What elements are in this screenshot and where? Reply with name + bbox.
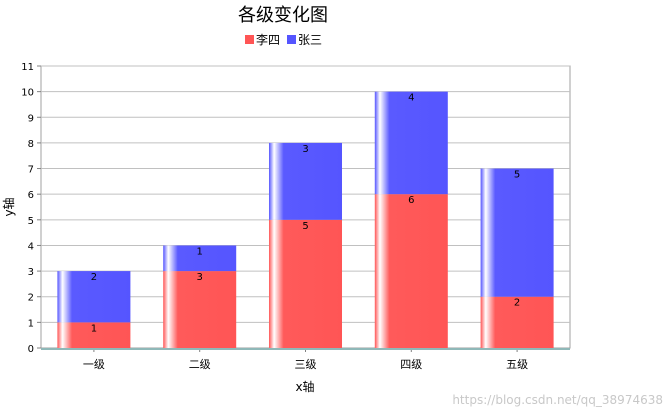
bar-series-2-4 (374, 91, 448, 195)
data-label-series-1-1: 1 (91, 323, 97, 334)
data-label-series-2-2: 1 (197, 246, 203, 257)
x-tick-label: 五级 (506, 358, 528, 371)
bar-series-1-4 (374, 194, 448, 348)
chart-title: 各级变化图 (238, 5, 328, 26)
y-tick-label: 5 (28, 216, 34, 227)
bar-series-2-2 (163, 245, 237, 272)
bar-series-2-5 (480, 168, 554, 297)
data-label-series-2-1: 2 (91, 272, 97, 283)
legend-label-series-1: 李四 (256, 32, 280, 47)
y-tick-label: 4 (28, 241, 34, 252)
data-label-series-2-3: 3 (302, 144, 308, 155)
y-tick-label: 9 (28, 113, 34, 124)
y-tick-label: 7 (28, 165, 34, 176)
watermark-text: https://blog.csdn.net/qq_38974638 (452, 393, 663, 407)
data-label-series-2-5: 5 (514, 170, 520, 181)
x-axis-label: x轴 (295, 379, 314, 394)
bar-series-2-1 (57, 271, 131, 323)
bar-series-1-5 (480, 296, 554, 348)
y-axis: 0 1 2 3 4 5 6 7 8 9 10 11 (21, 62, 41, 355)
data-label-series-1-4: 6 (408, 195, 414, 206)
data-label-series-2-4: 4 (408, 93, 414, 104)
x-tick-label: 一级 (83, 358, 105, 371)
y-tick-label: 11 (21, 62, 34, 73)
y-tick-label: 0 (28, 344, 34, 355)
data-label-series-1-2: 3 (197, 272, 203, 283)
legend-label-series-2: 张三 (298, 33, 322, 47)
value-labels: 1 2 3 1 5 3 6 4 2 5 (91, 93, 521, 335)
y-tick-label: 1 (28, 318, 34, 329)
data-label-series-1-3: 5 (302, 221, 308, 232)
y-tick-label: 10 (21, 88, 34, 99)
x-tick-label: 三级 (295, 358, 317, 371)
legend-swatch-series-1 (245, 35, 254, 44)
bar-series-1-1 (57, 322, 131, 348)
x-tick-label: 二级 (189, 358, 211, 371)
y-tick-label: 8 (28, 139, 34, 150)
bar-series-1-2 (163, 271, 237, 348)
bar-series-2-3 (268, 142, 343, 220)
x-axis: 一级 二级 三级 四级 五级 (41, 348, 570, 371)
legend-swatch-series-2 (287, 35, 296, 44)
bar-series-1-3 (268, 219, 343, 348)
x-tick-label: 四级 (400, 358, 422, 371)
legend: 李四 张三 (245, 32, 322, 47)
y-tick-label: 3 (28, 267, 34, 278)
bars (57, 91, 554, 348)
y-tick-label: 2 (28, 293, 34, 304)
y-tick-label: 6 (28, 190, 34, 201)
data-label-series-1-5: 2 (514, 298, 520, 309)
y-axis-label: y轴 (1, 197, 16, 216)
